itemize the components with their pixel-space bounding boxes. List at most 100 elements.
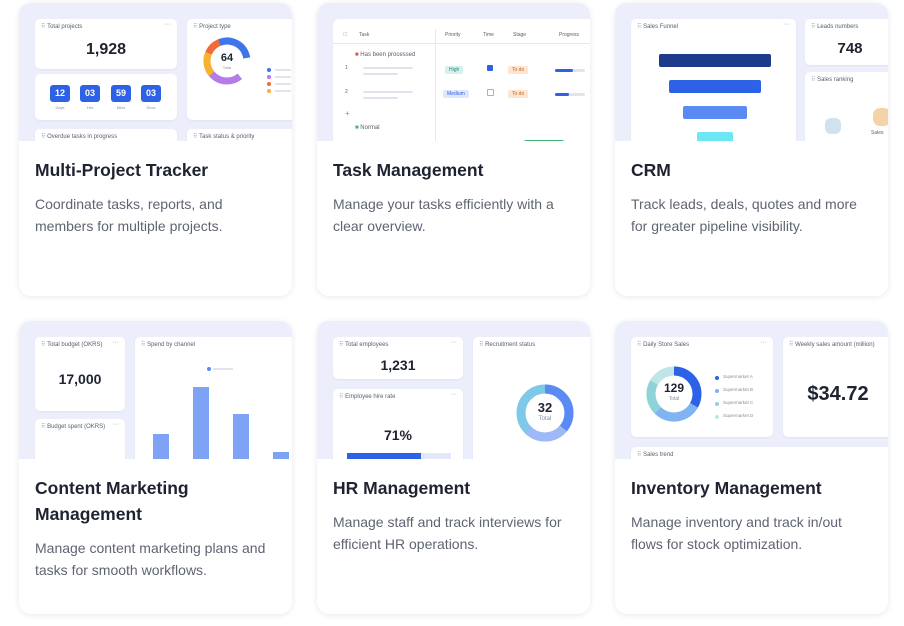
legend-label: Supermarket A bbox=[723, 374, 753, 379]
template-card-task-management[interactable]: ☐ Task Priority Time Stage Progress ■ Ha… bbox=[317, 3, 590, 296]
more-icon: ··· bbox=[760, 339, 767, 346]
widget-label: Recruitment status bbox=[479, 341, 535, 348]
group-label: Has been processed bbox=[360, 52, 416, 58]
table-header: ☐ Task Priority Time Stage Progress bbox=[333, 29, 590, 44]
card-preview: Total budget (OKRS) ··· 17,000 Budget sp… bbox=[19, 321, 292, 459]
spend-bar-chart bbox=[135, 377, 292, 459]
legend-dot bbox=[267, 68, 271, 72]
funnel-stage bbox=[659, 54, 771, 67]
widget-label: Sales ranking bbox=[811, 76, 853, 83]
card-title: Content Marketing Management bbox=[35, 478, 189, 524]
card-body: HR Management Manage staff and track int… bbox=[317, 459, 590, 614]
legend-label: Supermarket B bbox=[723, 387, 754, 392]
legend-label: Supermarket D bbox=[723, 413, 754, 418]
progress-track bbox=[555, 93, 585, 96]
priority-badge: High bbox=[445, 66, 464, 74]
countdown-widget: 12 03 59 03 Days Hrs Mins Secs bbox=[35, 74, 177, 120]
stage-badge: To do bbox=[508, 66, 529, 74]
task-name-placeholder bbox=[363, 91, 413, 93]
template-card-content-marketing[interactable]: Total budget (OKRS) ··· 17,000 Budget sp… bbox=[19, 321, 292, 614]
card-description: Manage content marketing plans and tasks… bbox=[35, 540, 266, 578]
weekly-sales-value: $34.72 bbox=[807, 383, 869, 405]
card-title: Multi-Project Tracker bbox=[35, 160, 209, 180]
group-color-icon: ■ bbox=[355, 52, 359, 58]
timer-secs: 03 bbox=[141, 85, 161, 102]
hire-rate-widget: Employee hire rate ··· 71% bbox=[333, 389, 463, 459]
card-title: CRM bbox=[631, 160, 671, 180]
template-card-multi-project-tracker[interactable]: Total projects ··· 1,928 12 03 59 03 Day… bbox=[19, 3, 292, 296]
checkbox-icon bbox=[487, 89, 494, 96]
legend-line bbox=[275, 83, 291, 85]
donut-value: 64 bbox=[220, 52, 234, 64]
card-description: Coordinate tasks, reports, and members f… bbox=[35, 196, 223, 234]
timer-label: Days bbox=[55, 105, 65, 110]
card-title: Task Management bbox=[333, 160, 484, 180]
store-sales-donut-chart bbox=[646, 366, 702, 422]
checkbox-icon: ☐ bbox=[343, 32, 348, 38]
avatar bbox=[871, 106, 888, 128]
card-preview: Sales Funnel ··· Leads numbers 748 Sales… bbox=[615, 3, 888, 141]
task-name-placeholder bbox=[363, 73, 398, 75]
card-description: Manage inventory and track in/out flows … bbox=[631, 514, 842, 552]
project-type-widget: Project type 64 Total bbox=[187, 19, 292, 120]
group-header: ■ Normal bbox=[355, 125, 380, 131]
widget-label: Total projects bbox=[41, 23, 82, 30]
legend-dot bbox=[715, 376, 719, 380]
legend-dot bbox=[715, 415, 719, 419]
funnel-stage bbox=[669, 80, 761, 93]
ranking-caption: Sales bbox=[871, 130, 884, 136]
card-body: CRM Track leads, deals, quotes and more … bbox=[615, 141, 888, 296]
card-description: Manage your tasks efficiently with a cle… bbox=[333, 196, 554, 234]
card-description: Track leads, deals, quotes and more for … bbox=[631, 196, 857, 234]
weekly-sales-widget: Weekly sales amount (million) $34.72 bbox=[783, 337, 888, 437]
timer-mins: 59 bbox=[111, 85, 131, 102]
more-icon: ··· bbox=[112, 421, 119, 428]
row-number: 1 bbox=[345, 65, 348, 71]
widget-label: Task status & priority bbox=[193, 133, 254, 140]
timer-hours: 03 bbox=[80, 85, 100, 102]
row-number: 2 bbox=[345, 89, 348, 95]
legend-dot bbox=[715, 389, 719, 393]
widget-label: Weekly sales amount (million) bbox=[789, 341, 875, 348]
donut-value: 32 bbox=[537, 400, 553, 415]
avatar bbox=[823, 116, 843, 136]
recruitment-donut-chart bbox=[516, 384, 574, 442]
more-icon: ··· bbox=[450, 391, 457, 398]
card-title: Inventory Management bbox=[631, 478, 822, 498]
legend-line bbox=[275, 90, 291, 92]
card-body: Task Management Manage your tasks effici… bbox=[317, 141, 590, 296]
widget-label: Spend by channel bbox=[141, 341, 195, 348]
legend-dot bbox=[267, 75, 271, 79]
widget-label: Employee hire rate bbox=[339, 393, 395, 400]
donut-caption: Total bbox=[538, 416, 552, 422]
donut-value: 129 bbox=[663, 381, 685, 395]
widget-label: Overdue tasks in progress bbox=[41, 133, 117, 140]
task-name-placeholder bbox=[363, 97, 398, 99]
template-card-hr-management[interactable]: Total employees ··· 1,231 Employee hire … bbox=[317, 321, 590, 614]
card-preview: Daily Store Sales ··· 129 Total Supermar… bbox=[615, 321, 888, 459]
project-type-donut-chart bbox=[203, 37, 251, 85]
task-name-placeholder bbox=[363, 67, 413, 69]
template-card-inventory-management[interactable]: Daily Store Sales ··· 129 Total Supermar… bbox=[615, 321, 888, 614]
spend-bar bbox=[273, 452, 289, 459]
column-header-time: Time bbox=[483, 32, 494, 38]
legend-line bbox=[213, 368, 233, 370]
hire-rate-value: 71% bbox=[383, 427, 413, 443]
sales-funnel-widget: Sales Funnel ··· bbox=[631, 19, 796, 141]
add-row-button[interactable]: + bbox=[345, 109, 350, 118]
timer-days: 12 bbox=[50, 85, 70, 102]
template-card-crm[interactable]: Sales Funnel ··· Leads numbers 748 Sales… bbox=[615, 3, 888, 296]
column-header-task: Task bbox=[359, 32, 370, 38]
legend-line bbox=[275, 76, 291, 78]
more-icon: ··· bbox=[164, 21, 171, 28]
widget-label: Daily Store Sales bbox=[637, 341, 689, 348]
column-header-stage: Stage bbox=[513, 32, 527, 38]
timer-label: Hrs bbox=[86, 105, 94, 110]
total-employees-value: 1,231 bbox=[380, 357, 416, 373]
legend-dot bbox=[267, 89, 271, 93]
priority-badge: Medium bbox=[443, 90, 469, 98]
progress-fill bbox=[524, 140, 564, 141]
spend-bar bbox=[233, 414, 249, 459]
widget-label: Project type bbox=[193, 23, 231, 30]
group-label: Normal bbox=[360, 125, 380, 131]
